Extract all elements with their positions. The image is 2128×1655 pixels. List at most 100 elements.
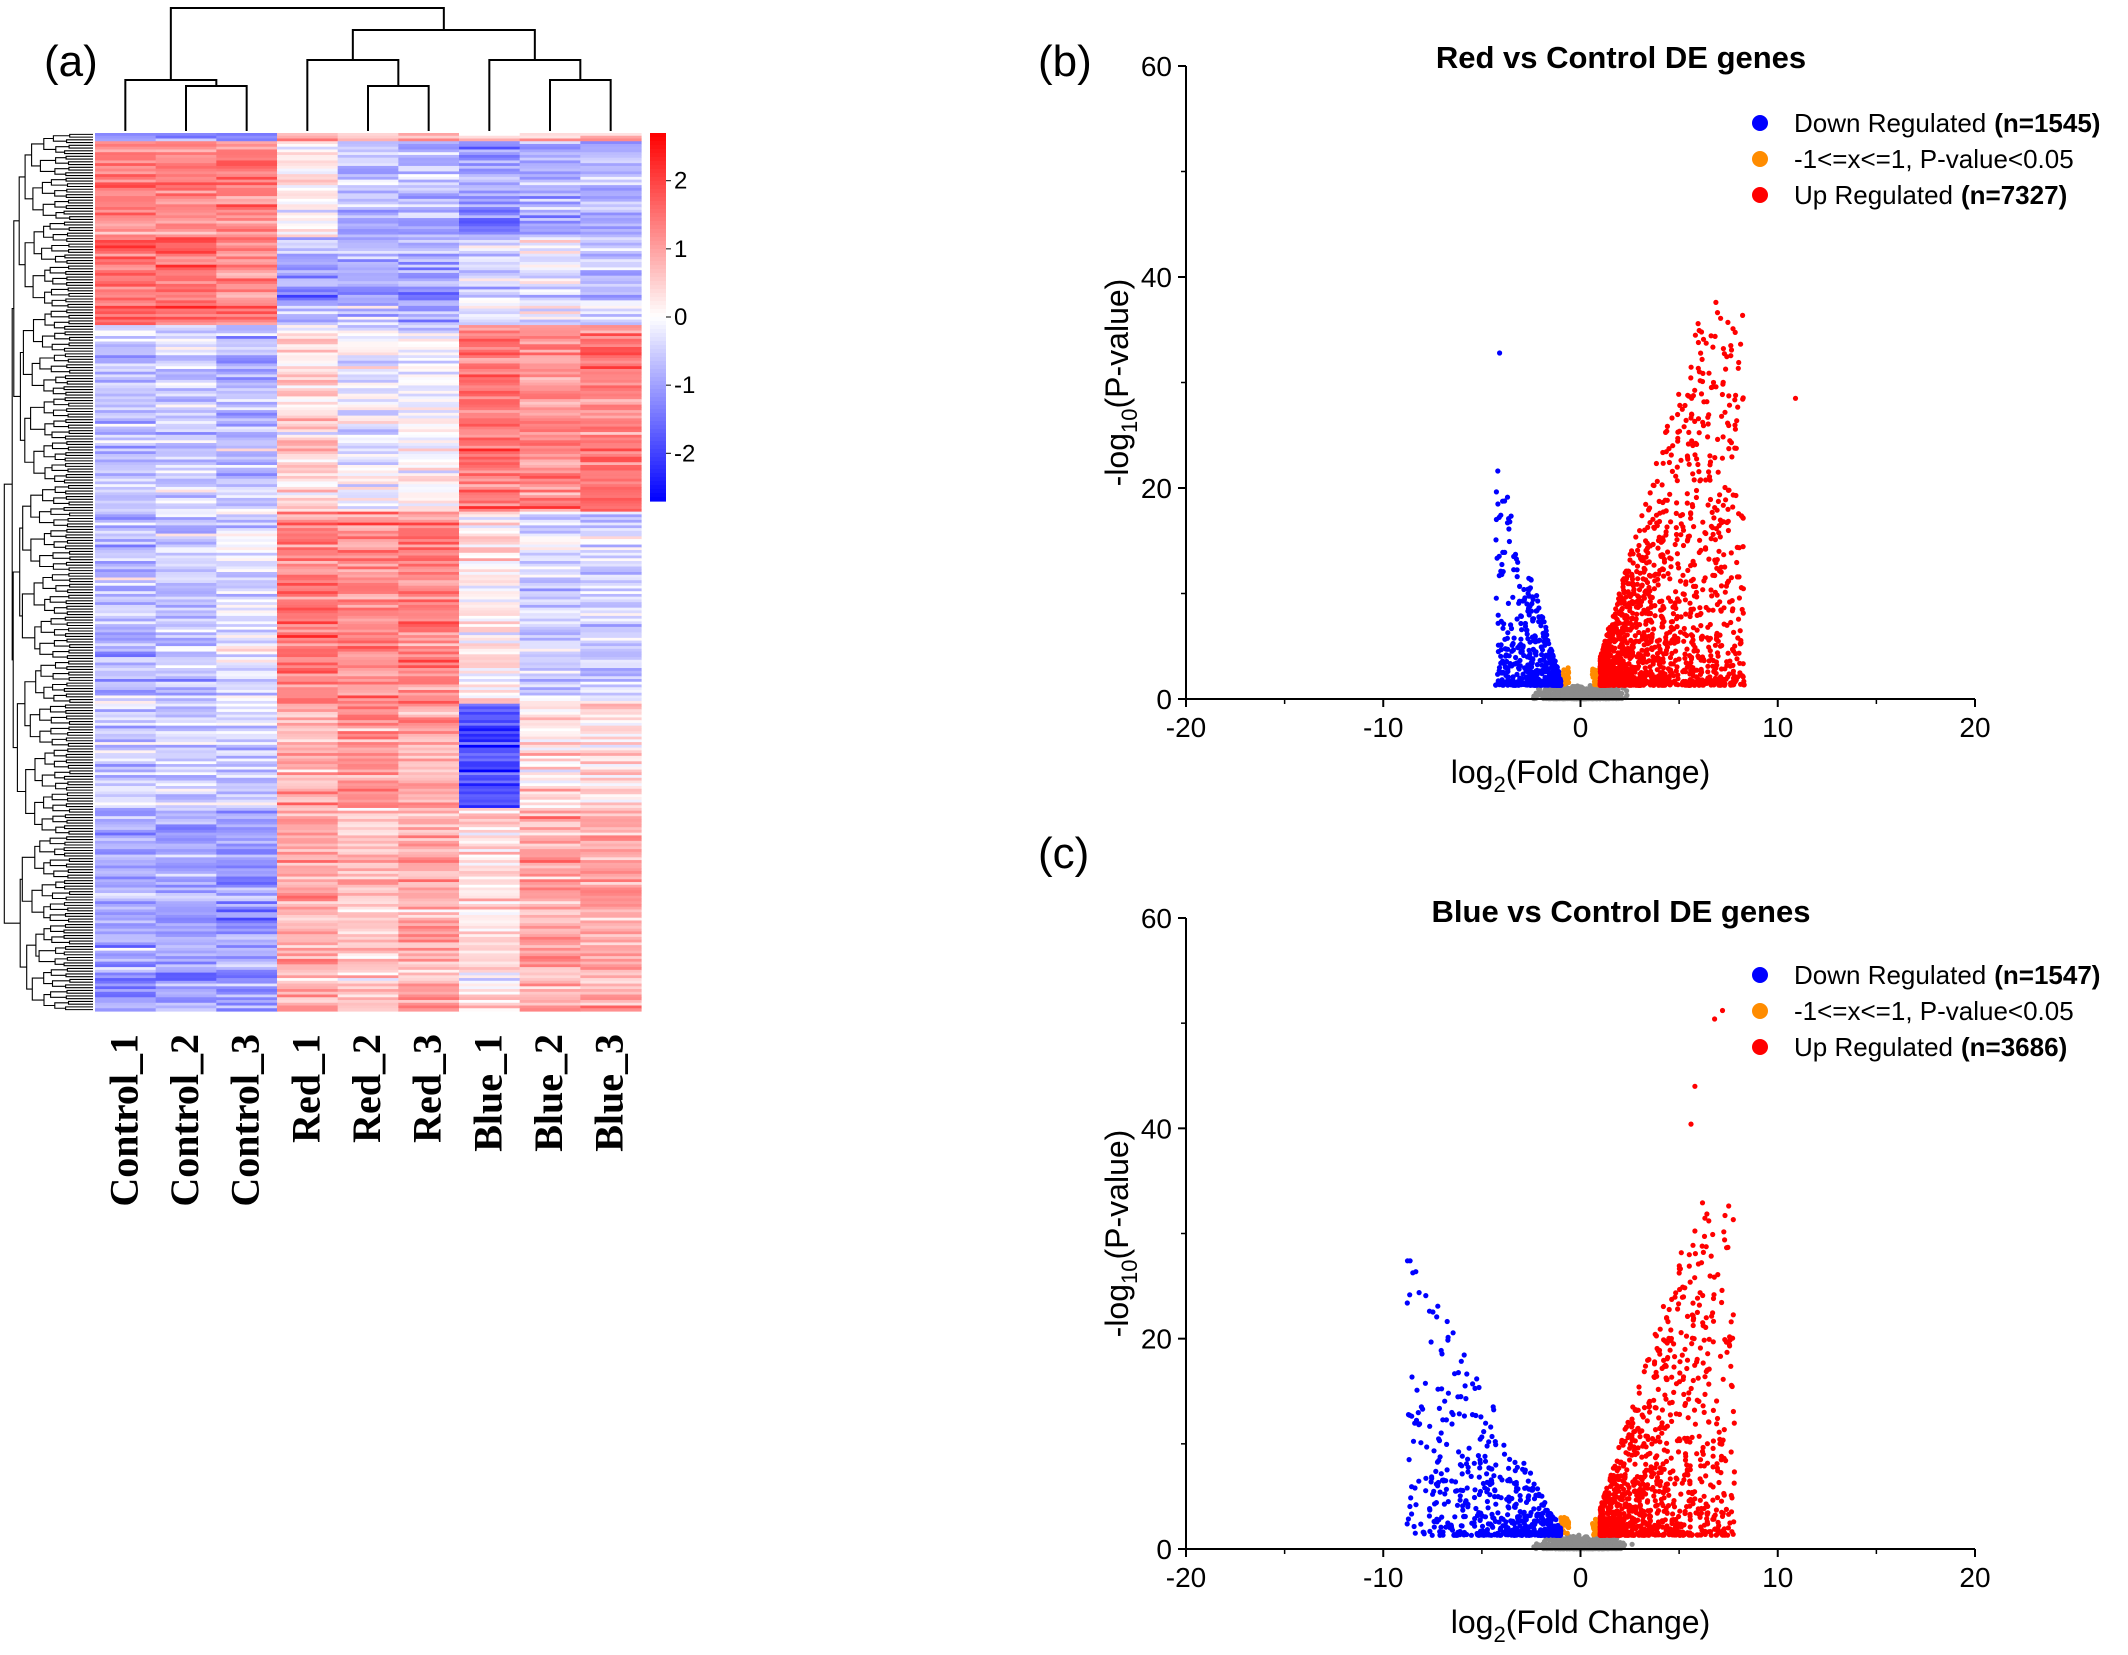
heatmap-cell <box>337 522 399 526</box>
colorbar-segment <box>650 233 666 238</box>
heatmap-cell <box>398 654 460 658</box>
heatmap-cell <box>95 517 157 521</box>
heatmap-cell <box>277 936 339 941</box>
heatmap-cell <box>580 259 642 263</box>
heatmap-cell <box>155 133 217 137</box>
heatmap-cell <box>216 278 278 282</box>
heatmap-cell <box>337 454 399 458</box>
heatmap-cell <box>95 319 157 323</box>
heatmap-cell <box>95 739 157 743</box>
heatmap-cell <box>398 722 460 727</box>
heatmap-cell <box>95 289 157 293</box>
heatmap-cell <box>519 209 581 214</box>
heatmap-cell <box>277 772 339 776</box>
heatmap-cell <box>459 607 521 612</box>
heatmap-cell <box>580 700 642 705</box>
heatmap-cell <box>580 876 642 880</box>
heatmap-cell <box>459 237 521 241</box>
heatmap-cell <box>216 237 278 241</box>
heatmap-cell <box>580 349 642 354</box>
heatmap-cell <box>337 541 399 546</box>
heatmap-cell <box>519 506 581 510</box>
heatmap-cell <box>459 275 521 280</box>
heatmap-cell <box>519 500 581 504</box>
colorbar-segment <box>650 433 666 438</box>
heatmap-cell <box>95 925 157 930</box>
heatmap-cell <box>216 198 278 203</box>
heatmap-cell <box>95 352 157 356</box>
heatmap-cell <box>277 851 339 856</box>
colorbar-segment <box>650 249 666 254</box>
heatmap-cell <box>459 368 521 373</box>
heatmap-cell <box>459 766 521 771</box>
data-point <box>1549 664 1555 670</box>
data-point <box>1517 583 1523 590</box>
heatmap-cell <box>337 160 399 164</box>
heatmap-cell <box>277 456 339 461</box>
heatmap-cell <box>459 174 521 178</box>
heatmap-cell <box>459 423 521 428</box>
heatmap-cell <box>95 890 157 894</box>
heatmap-cell <box>155 893 217 897</box>
heatmap-cell <box>216 347 278 351</box>
heatmap-cell <box>580 552 642 557</box>
heatmap-cell <box>459 967 521 971</box>
heatmap-cell <box>216 931 278 935</box>
heatmap-cell <box>277 185 339 189</box>
heatmap-cell <box>95 303 157 307</box>
heatmap-cell <box>580 934 642 938</box>
heatmap-cell <box>398 503 460 507</box>
heatmap-cell <box>277 956 339 960</box>
heatmap-cell <box>519 478 581 483</box>
heatmap-cell <box>580 497 642 502</box>
heatmap-cell <box>277 602 339 606</box>
heatmap-cell <box>580 289 642 293</box>
heatmap-cell <box>277 300 339 304</box>
heatmap-cell <box>337 835 399 839</box>
heatmap-cell <box>519 454 581 458</box>
data-point <box>1536 619 1542 625</box>
heatmap-cell <box>519 281 581 285</box>
heatmap-cell <box>337 769 399 773</box>
heatmap-cell <box>277 709 339 713</box>
heatmap-cell <box>95 187 157 192</box>
heatmap-cell <box>398 388 460 392</box>
heatmap-cell <box>277 1000 339 1004</box>
heatmap-cell <box>216 316 278 321</box>
heatmap-cell <box>155 591 217 595</box>
heatmap-cell <box>459 492 521 496</box>
heatmap-cell <box>519 772 581 776</box>
heatmap-cell <box>519 659 581 664</box>
heatmap-cell <box>398 695 460 699</box>
heatmap-cell <box>277 484 339 488</box>
heatmap-cell <box>580 657 642 661</box>
heatmap-cell <box>398 478 460 483</box>
heatmap-cell <box>519 333 581 337</box>
heatmap-cell <box>580 953 642 957</box>
heatmap-cell <box>459 684 521 688</box>
heatmap-cell <box>216 574 278 579</box>
heatmap-cell <box>337 190 399 194</box>
heatmap-cell <box>398 138 460 142</box>
heatmap-cell <box>519 632 581 636</box>
colorbar-segment <box>650 429 666 434</box>
heatmap-cell <box>398 486 460 491</box>
heatmap-cell <box>95 596 157 601</box>
heatmap-cell <box>155 459 217 463</box>
colorbar-segment <box>650 301 666 306</box>
heatmap-cell <box>459 945 521 949</box>
heatmap-cell <box>580 813 642 817</box>
heatmap-cell <box>459 903 521 908</box>
heatmap-cell <box>277 857 339 861</box>
heatmap-cell <box>580 333 642 337</box>
heatmap-cell <box>459 250 521 255</box>
heatmap-cell <box>95 689 157 694</box>
data-point <box>1533 649 1539 655</box>
heatmap-cell <box>337 755 399 760</box>
heatmap-cell <box>398 270 460 274</box>
heatmap-cell <box>216 303 278 307</box>
heatmap-cell <box>155 544 217 548</box>
heatmap-cell <box>580 330 642 334</box>
heatmap-cell <box>216 555 278 559</box>
heatmap-cell <box>519 141 581 145</box>
